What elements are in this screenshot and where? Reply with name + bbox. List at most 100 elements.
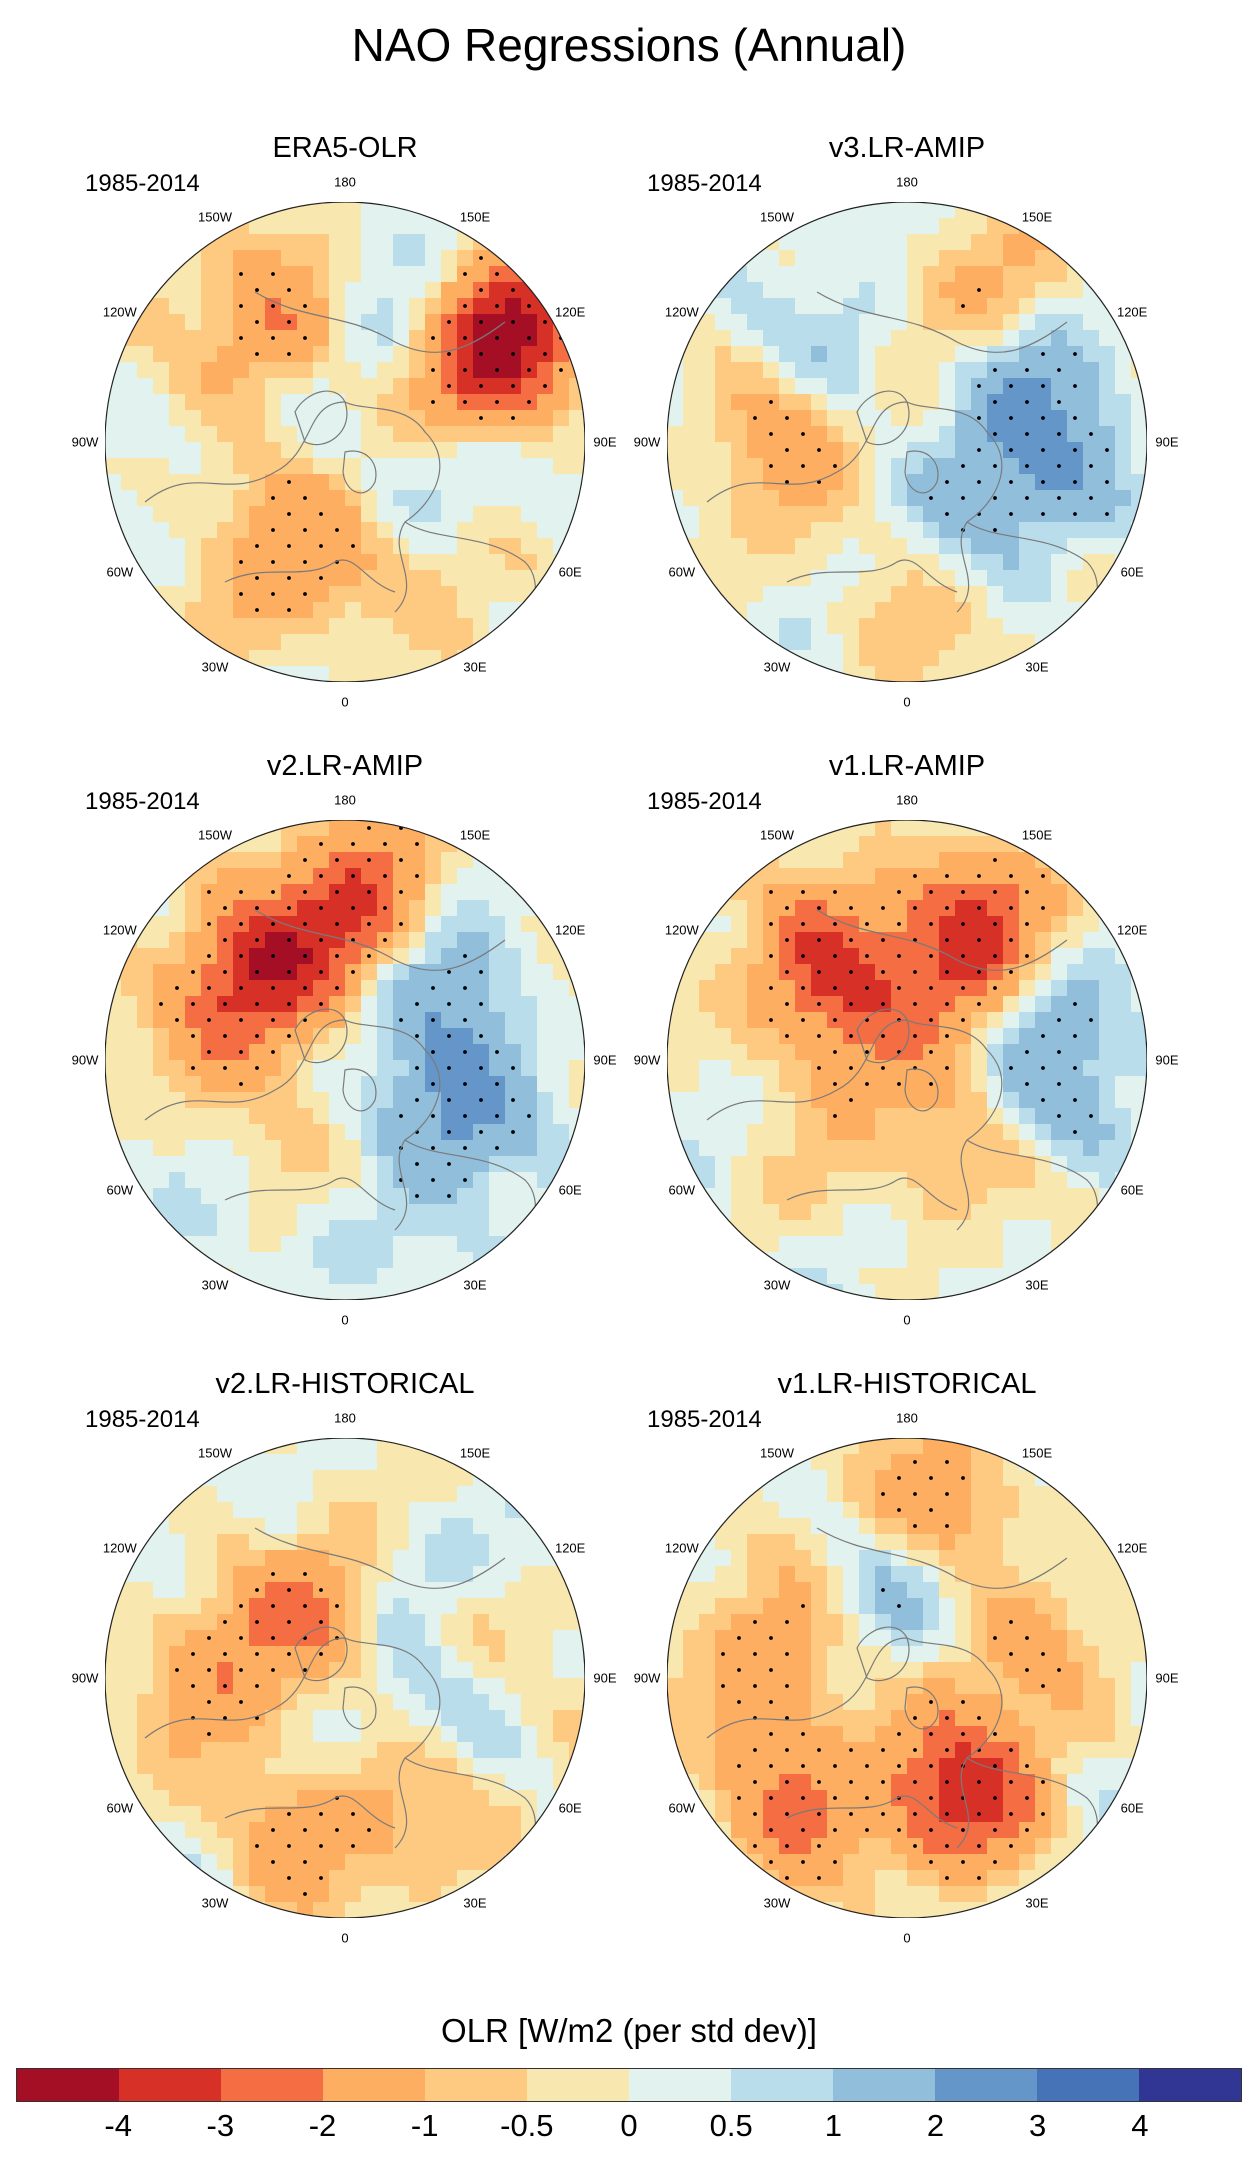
significance-dot (801, 464, 805, 468)
olr-cell (907, 1236, 924, 1253)
olr-cell (345, 346, 362, 363)
significance-dot (351, 906, 355, 910)
olr-cell (971, 948, 988, 965)
olr-cell (1083, 1060, 1100, 1077)
olr-cell (169, 474, 186, 491)
significance-dot (1089, 464, 1093, 468)
coastline (816, 291, 1068, 353)
olr-cell (169, 1236, 186, 1253)
olr-cell (393, 1790, 410, 1807)
olr-cell (537, 410, 554, 427)
olr-cell (121, 458, 138, 475)
olr-cell (409, 1108, 426, 1125)
olr-cell (441, 1470, 458, 1487)
coastline (706, 401, 1003, 613)
significance-dot (543, 288, 547, 292)
olr-cell (521, 554, 538, 571)
olr-cell (249, 1694, 266, 1711)
significance-dot (785, 906, 789, 910)
olr-cell (441, 916, 458, 933)
significance-dot (929, 954, 933, 958)
olr-cell (441, 1582, 458, 1599)
olr-cell (169, 1838, 186, 1855)
olr-cell (1115, 282, 1132, 299)
olr-cell (1067, 1108, 1084, 1125)
olr-cell (329, 1614, 346, 1631)
olr-cell (667, 1156, 684, 1173)
olr-cell (489, 1646, 506, 1663)
olr-cell (843, 634, 860, 651)
olr-cell (843, 458, 860, 475)
olr-cell (313, 1486, 330, 1503)
olr-cell (891, 378, 908, 395)
olr-cell (121, 490, 138, 507)
olr-cell (907, 266, 924, 283)
olr-cell (987, 1124, 1004, 1141)
olr-cell (313, 1454, 330, 1471)
olr-cell (1051, 202, 1068, 219)
olr-cell (763, 314, 780, 331)
olr-cell (923, 1124, 940, 1141)
olr-cell (505, 1614, 522, 1631)
olr-cell (1035, 522, 1052, 539)
olr-cell (441, 506, 458, 523)
olr-cell (249, 1092, 266, 1109)
olr-cell (233, 458, 250, 475)
olr-cell (1003, 266, 1020, 283)
olr-cell (345, 650, 362, 667)
olr-cell (361, 346, 378, 363)
olr-cell (699, 1028, 716, 1045)
olr-cell (699, 868, 716, 885)
olr-cell (137, 964, 154, 981)
olr-cell (489, 506, 506, 523)
olr-cell (683, 522, 700, 539)
olr-cell (393, 1268, 410, 1285)
olr-cell (153, 852, 170, 869)
olr-cell (169, 1188, 186, 1205)
olr-cell (939, 554, 956, 571)
olr-cell (699, 1092, 716, 1109)
olr-cell (153, 1486, 170, 1503)
olr-cell (169, 570, 186, 587)
olr-cell (505, 634, 522, 651)
olr-cell (1067, 602, 1084, 619)
olr-cell (137, 266, 154, 283)
olr-cell (313, 1236, 330, 1253)
olr-cell (105, 852, 122, 869)
olr-cell (521, 1790, 538, 1807)
olr-cell (185, 1790, 202, 1807)
significance-dot (287, 608, 291, 612)
olr-cell (715, 410, 732, 427)
coastline (706, 1019, 1003, 1231)
longitude-label: 30E (1025, 659, 1049, 675)
olr-cell (731, 980, 748, 997)
olr-cell (907, 852, 924, 869)
olr-cell (1019, 634, 1036, 651)
olr-cell (875, 1156, 892, 1173)
olr-cell (537, 266, 554, 283)
olr-cell (185, 586, 202, 603)
olr-cell (137, 1694, 154, 1711)
olr-cell (297, 1870, 314, 1887)
olr-cell (763, 362, 780, 379)
olr-cell (409, 1204, 426, 1221)
significance-dot (1025, 890, 1029, 894)
olr-cell (971, 634, 988, 651)
olr-cell (795, 1172, 812, 1189)
olr-cell (747, 1268, 764, 1285)
olr-cell (891, 1172, 908, 1189)
olr-cell (409, 1710, 426, 1727)
olr-cell (731, 282, 748, 299)
olr-cell (137, 1726, 154, 1743)
olr-cell (473, 1188, 490, 1205)
significance-dot (223, 1034, 227, 1038)
olr-cell (185, 1012, 202, 1029)
olr-cell (313, 378, 330, 395)
olr-cell (811, 410, 828, 427)
olr-cell (1099, 964, 1116, 981)
olr-cell (393, 362, 410, 379)
olr-cell (201, 1204, 218, 1221)
olr-cell (1019, 538, 1036, 555)
olr-cell (329, 1582, 346, 1599)
olr-cell (425, 1662, 442, 1679)
